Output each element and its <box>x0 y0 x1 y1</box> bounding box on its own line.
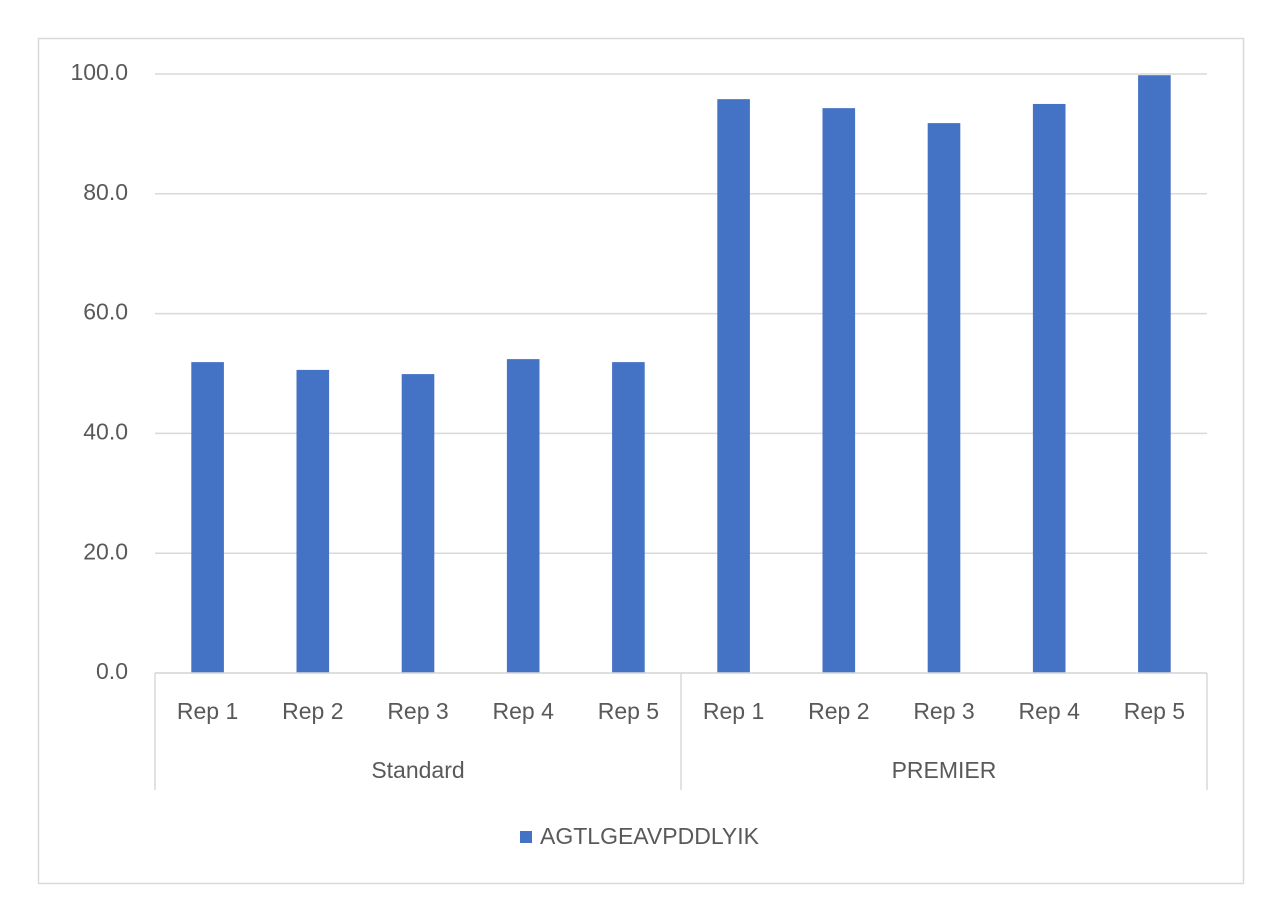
x-tick-label: Rep 1 <box>177 698 238 724</box>
legend-label: AGTLGEAVPDDLYIK <box>540 823 760 849</box>
bar <box>296 369 330 673</box>
y-tick-label: 0.0 <box>96 658 128 684</box>
x-tick-label: Rep 5 <box>1124 698 1185 724</box>
x-tick-label: Rep 1 <box>703 698 764 724</box>
y-tick-label: 100.0 <box>70 59 128 85</box>
x-tick-label: Rep 2 <box>282 698 343 724</box>
bar <box>717 99 750 673</box>
x-tick-label: Rep 5 <box>598 698 659 724</box>
group-label: Standard <box>371 757 464 783</box>
bar <box>822 108 856 673</box>
bar <box>191 362 224 673</box>
bar <box>927 123 961 674</box>
x-tick-label: Rep 2 <box>808 698 869 724</box>
y-tick-label: 20.0 <box>83 538 128 564</box>
x-tick-label: Rep 3 <box>913 698 974 724</box>
y-tick-label: 80.0 <box>83 179 128 205</box>
bar <box>1138 75 1171 673</box>
group-label: PREMIER <box>892 757 997 783</box>
bar <box>612 362 645 673</box>
x-tick-label: Rep 4 <box>493 698 555 724</box>
y-tick-label: 40.0 <box>83 418 128 444</box>
bar <box>401 374 435 673</box>
x-tick-label: Rep 4 <box>1019 698 1081 724</box>
legend-swatch <box>520 831 532 843</box>
y-tick-label: 60.0 <box>83 299 128 325</box>
x-tick-label: Rep 3 <box>387 698 448 724</box>
bar <box>1032 103 1066 673</box>
bar <box>506 359 540 673</box>
